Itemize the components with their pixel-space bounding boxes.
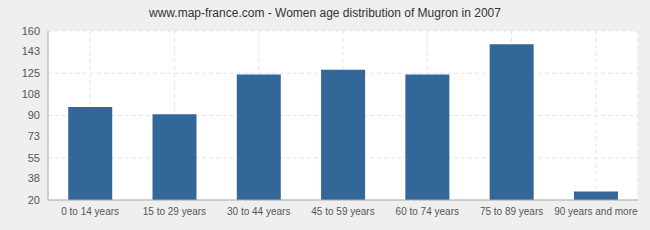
svg-text:143: 143 (22, 45, 40, 57)
svg-text:160: 160 (22, 25, 40, 37)
svg-text:20: 20 (28, 194, 40, 206)
svg-text:90 years and more: 90 years and more (554, 206, 638, 217)
svg-text:73: 73 (28, 130, 40, 142)
svg-text:90: 90 (28, 109, 40, 121)
svg-text:108: 108 (22, 88, 40, 100)
svg-text:30 to 44 years: 30 to 44 years (227, 206, 290, 217)
svg-text:125: 125 (22, 67, 40, 79)
svg-text:55: 55 (28, 152, 40, 164)
svg-text:0 to 14 years: 0 to 14 years (61, 206, 119, 217)
html-text:www.map-france.com - Women age: www.map-france.com - Women age distribut… (149, 6, 501, 20)
svg-text:15 to 29 years: 15 to 29 years (143, 206, 206, 217)
svg-text:75 to 89 years: 75 to 89 years (480, 206, 543, 217)
svg-text:45 to 59 years: 45 to 59 years (311, 206, 374, 217)
svg-text:38: 38 (28, 172, 40, 184)
svg-text:60 to 74 years: 60 to 74 years (396, 206, 459, 217)
